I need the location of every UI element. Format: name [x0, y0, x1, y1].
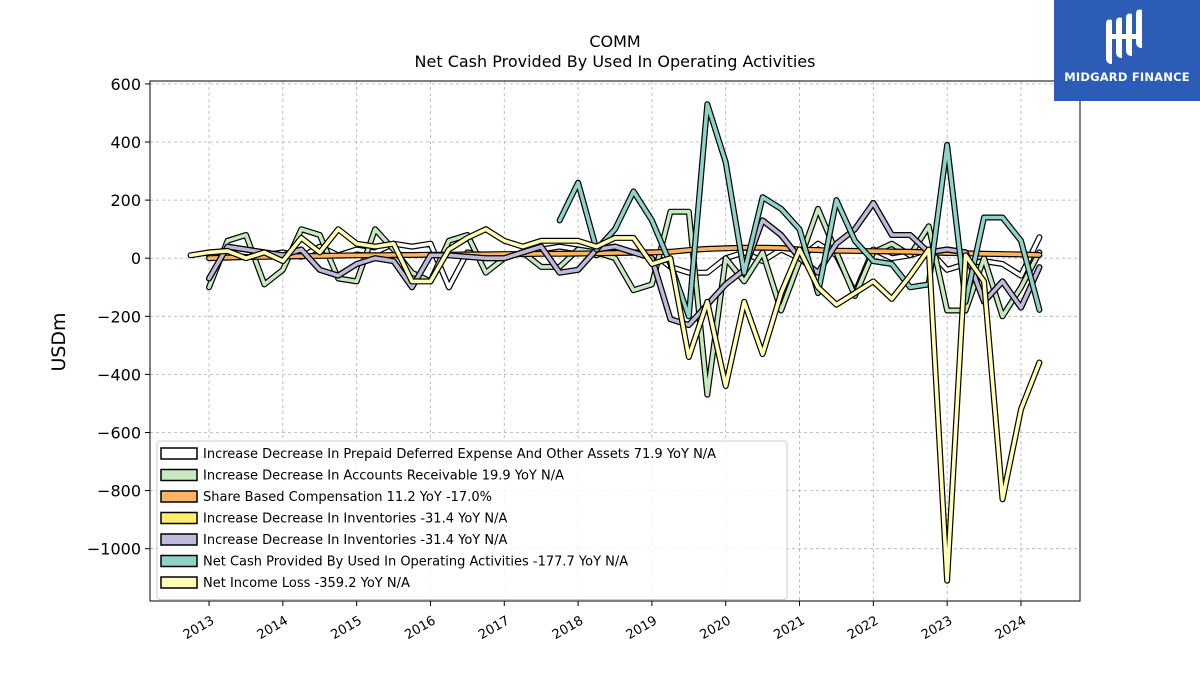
legend-entry: Share Based Compensation 11.2 YoY -17.0% [203, 490, 492, 505]
xtick-label: 2018 [550, 613, 586, 643]
ytick-label: −400 [97, 365, 141, 384]
ytick-label: 200 [110, 191, 141, 210]
ytick-label: −600 [97, 424, 141, 443]
legend-entry: Net Cash Provided By Used In Operating A… [203, 555, 628, 570]
ytick-label: −1000 [87, 540, 141, 559]
legend-swatch [160, 533, 198, 546]
ytick-label: 600 [110, 75, 141, 94]
xtick-label: 2017 [476, 613, 512, 643]
series-line-2 [207, 245, 1042, 260]
xtick-label: 2021 [771, 613, 807, 643]
y-axis-label: USDm [48, 312, 70, 371]
legend-entry: Increase Decrease In Prepaid Deferred Ex… [203, 447, 716, 462]
chart-title: COMM [589, 32, 640, 51]
plot-frame [149, 80, 1081, 602]
chart-subtitle: Net Cash Provided By Used In Operating A… [415, 52, 816, 71]
legend-swatch [160, 576, 198, 589]
ytick-label: −200 [97, 307, 141, 326]
series-lines [187, 101, 1043, 584]
legend-entry: Increase Decrease In Inventories -31.4 Y… [203, 512, 507, 527]
xtick-label: 2013 [181, 613, 217, 643]
legend-entry: Increase Decrease In Inventories -31.4 Y… [203, 533, 507, 548]
series-line-4 [207, 201, 1042, 327]
ytick-label: 0 [131, 249, 141, 268]
xtick-label: 2024 [993, 613, 1029, 643]
series-line-6 [188, 227, 1042, 583]
legend-entry: Net Income Loss -359.2 YoY N/A [203, 576, 410, 591]
xtick-label: 2014 [255, 613, 291, 643]
legend-box [156, 440, 788, 600]
logo-mark-icon [1106, 9, 1142, 64]
legend-swatch [160, 468, 198, 482]
xtick-label: 2022 [845, 613, 881, 643]
logo-text: MIDGARD FINANCE [1064, 70, 1190, 84]
midgard-finance-logo: MIDGARD FINANCE [1054, 0, 1200, 101]
xtick-label: 2016 [402, 613, 438, 643]
xtick-label: 2019 [624, 613, 660, 643]
ytick-label: −800 [97, 482, 141, 501]
xtick-label: 2023 [919, 613, 955, 643]
legend: Increase Decrease In Prepaid Deferred Ex… [156, 440, 788, 600]
legend-entry: Increase Decrease In Accounts Receivable… [203, 469, 564, 484]
ytick-label: 400 [110, 133, 141, 152]
legend-swatch [160, 554, 198, 568]
legend-swatch [160, 511, 198, 525]
legend-swatch [160, 447, 198, 460]
xtick-label: 2020 [698, 613, 734, 643]
legend-swatch [160, 490, 198, 503]
xtick-label: 2015 [329, 613, 365, 643]
series-line-5 [557, 102, 1042, 319]
